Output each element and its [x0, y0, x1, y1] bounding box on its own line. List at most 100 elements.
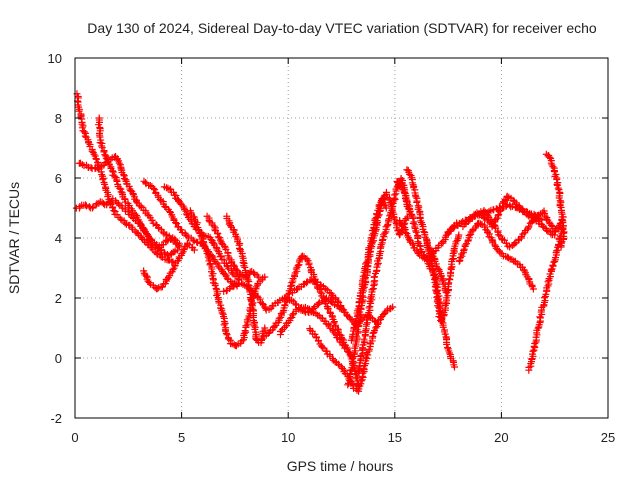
data-point — [443, 340, 451, 348]
data-point — [352, 373, 360, 381]
data-point — [328, 291, 336, 299]
data-point — [484, 212, 492, 220]
data-point — [140, 237, 148, 245]
y-tick-label: 2 — [55, 291, 62, 306]
data-point — [540, 294, 548, 302]
data-point — [81, 132, 89, 140]
data-point — [193, 238, 201, 246]
data-point — [352, 318, 360, 326]
data-point — [477, 220, 485, 228]
data-point — [146, 280, 154, 288]
data-point — [322, 300, 330, 308]
x-tick-label: 10 — [281, 430, 295, 445]
data-point — [132, 198, 140, 206]
data-point — [284, 290, 292, 298]
data-point — [487, 217, 495, 225]
data-point — [239, 259, 247, 267]
data-point — [178, 249, 186, 257]
data-point — [349, 330, 357, 338]
data-point — [321, 298, 329, 306]
data-point — [222, 329, 230, 337]
x-axis-label: GPS time / hours — [287, 458, 394, 474]
data-point — [445, 349, 453, 357]
data-point — [223, 331, 231, 339]
data-point — [357, 377, 365, 385]
data-point — [247, 286, 255, 294]
data-point — [365, 304, 373, 312]
data-point — [118, 204, 126, 212]
data-point — [360, 335, 368, 343]
data-point — [355, 298, 363, 306]
data-point — [404, 232, 412, 240]
data-point — [100, 200, 108, 208]
data-point — [173, 220, 181, 228]
data-point — [254, 273, 262, 281]
data-point — [227, 222, 235, 230]
data-point — [374, 320, 382, 328]
data-point — [183, 232, 191, 240]
y-tick-label: 0 — [55, 351, 62, 366]
marks-layer — [72, 90, 568, 395]
y-tick-label: 4 — [55, 231, 62, 246]
data-point — [287, 282, 295, 290]
data-point — [324, 304, 332, 312]
series-track-21 — [396, 217, 461, 263]
data-point — [534, 324, 542, 332]
data-point — [446, 276, 454, 284]
data-point — [221, 319, 229, 327]
data-point — [334, 297, 342, 305]
data-point — [252, 283, 260, 291]
data-point — [492, 244, 500, 252]
data-point — [450, 363, 458, 371]
data-point — [529, 347, 537, 355]
data-point — [455, 231, 463, 239]
data-point — [503, 192, 511, 200]
series-track-18 — [347, 195, 390, 344]
series-track-4 — [95, 114, 183, 252]
data-point — [195, 226, 203, 234]
data-point — [305, 261, 313, 269]
data-point — [467, 214, 475, 222]
y-tick-label: 10 — [48, 51, 62, 66]
series-track-24 — [455, 219, 537, 293]
data-point — [547, 266, 555, 274]
x-tick-label: 5 — [178, 430, 185, 445]
series-track-3 — [75, 152, 183, 251]
data-point — [491, 241, 499, 249]
data-point — [197, 232, 205, 240]
data-point — [87, 164, 95, 172]
data-point — [554, 184, 562, 192]
x-tick-label: 15 — [388, 430, 402, 445]
data-point — [76, 202, 84, 210]
data-point — [85, 139, 93, 147]
data-point — [412, 193, 420, 201]
x-tick-label: 0 — [71, 430, 78, 445]
data-point — [92, 155, 100, 163]
data-point — [390, 191, 398, 199]
data-point — [544, 278, 552, 286]
data-point — [480, 207, 488, 215]
data-point — [113, 177, 121, 185]
data-point — [161, 203, 169, 211]
series-track-7 — [140, 239, 198, 293]
series-track-22 — [423, 231, 463, 326]
data-point — [495, 211, 503, 219]
data-point — [132, 211, 140, 219]
data-point — [235, 244, 243, 252]
data-point — [308, 308, 316, 316]
data-point — [549, 163, 557, 171]
data-point — [412, 228, 420, 236]
data-point — [192, 221, 200, 229]
data-point — [363, 355, 371, 363]
data-point — [240, 262, 248, 270]
data-point — [229, 261, 237, 269]
data-point — [182, 242, 190, 250]
data-point — [427, 256, 435, 264]
data-point — [292, 300, 300, 308]
data-point — [207, 236, 215, 244]
data-point — [434, 302, 442, 310]
data-point — [338, 304, 346, 312]
data-point — [371, 317, 379, 325]
data-point — [136, 220, 144, 228]
